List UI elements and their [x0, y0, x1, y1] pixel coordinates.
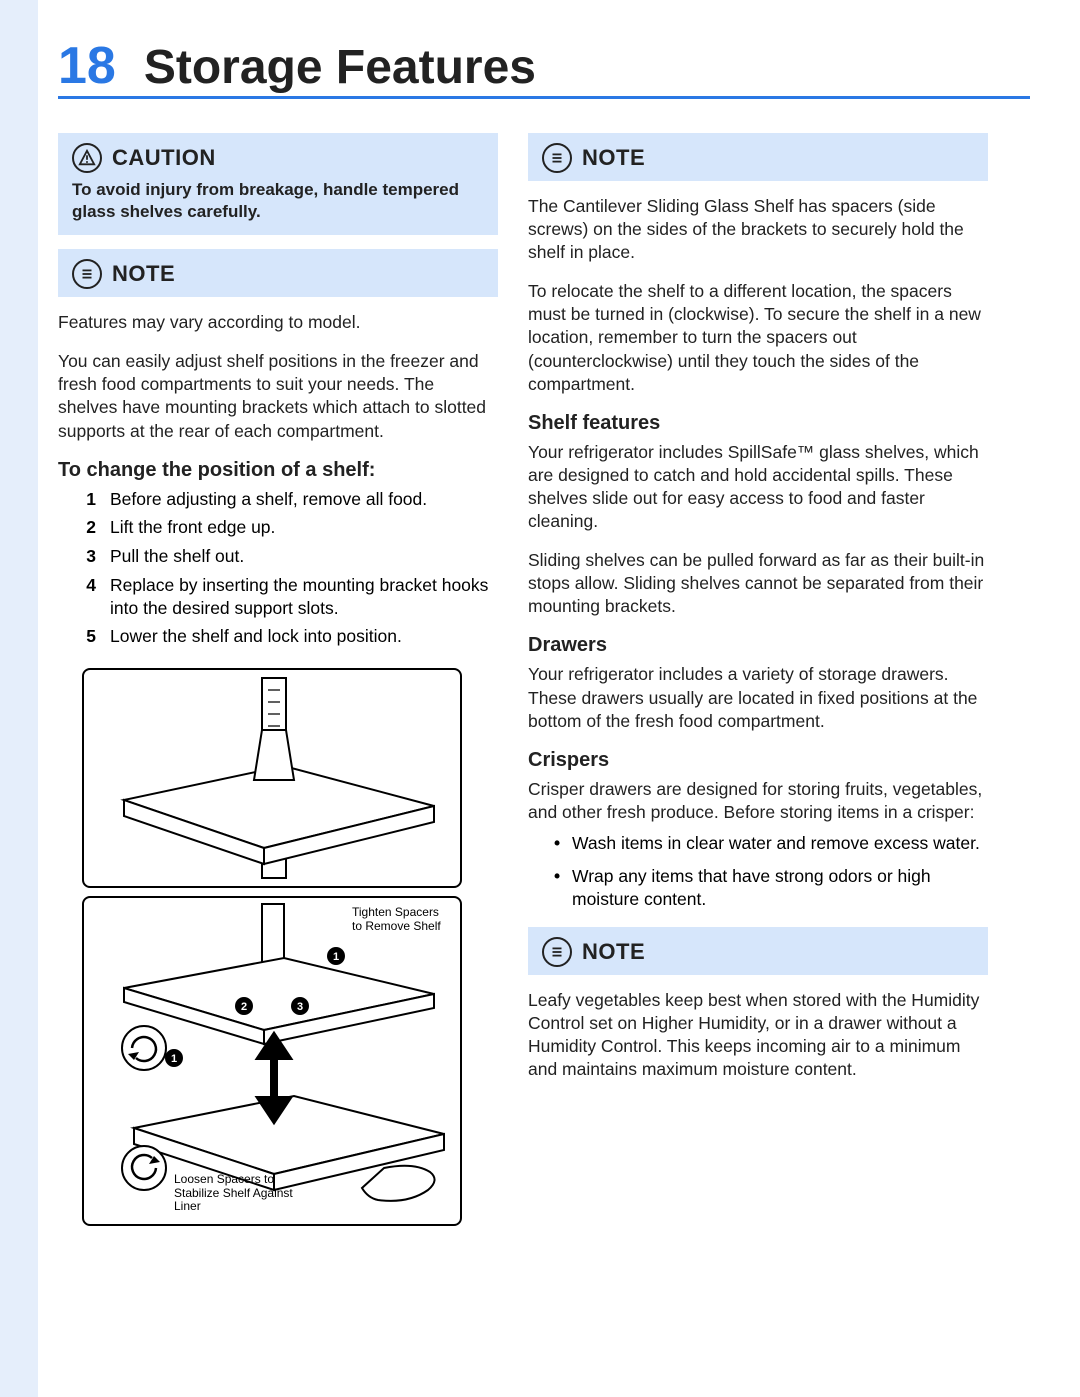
intro-paragraph: You can easily adjust shelf positions in…	[58, 350, 498, 442]
crispers-bullets: Wash items in clear water and remove exc…	[528, 832, 988, 911]
page-content: 18 Storage Features CAUTION To avoid inj…	[38, 0, 1080, 1266]
step-text: Replace by inserting the mounting bracke…	[110, 574, 498, 620]
shelf-paragraph-1: Your refrigerator includes SpillSafe™ gl…	[528, 441, 988, 533]
shelf-figure: 1 2 3 1 Tighten Spacers to Remove Shelf …	[82, 668, 462, 1226]
caution-heading: CAUTION	[72, 143, 484, 173]
change-position-heading: To change the position of a shelf:	[58, 459, 498, 482]
caution-callout: CAUTION To avoid injury from breakage, h…	[58, 133, 498, 235]
caution-label: CAUTION	[112, 145, 216, 171]
caution-icon	[72, 143, 102, 173]
bullet-item: Wrap any items that have strong odors or…	[554, 865, 988, 911]
note2-heading: NOTE	[542, 143, 974, 173]
svg-text:3: 3	[297, 1001, 303, 1013]
step-item: 2Lift the front edge up.	[82, 516, 498, 539]
crispers-heading: Crispers	[528, 749, 988, 772]
steps-list: 1Before adjusting a shelf, remove all fo…	[58, 488, 498, 649]
step-text: Before adjusting a shelf, remove all foo…	[110, 488, 427, 511]
note-icon	[542, 937, 572, 967]
figure-label-top: Tighten Spacers to Remove Shelf	[352, 906, 452, 934]
note-callout-2: NOTE	[528, 133, 988, 181]
note-callout-3: NOTE	[528, 927, 988, 975]
two-column-layout: CAUTION To avoid injury from breakage, h…	[58, 133, 1030, 1226]
step-text: Pull the shelf out.	[110, 545, 244, 568]
page-title: Storage Features	[144, 44, 536, 92]
drawers-heading: Drawers	[528, 634, 988, 657]
shelf-features-heading: Shelf features	[528, 412, 988, 435]
shelf-paragraph-2: Sliding shelves can be pulled forward as…	[528, 549, 988, 618]
note3-label: NOTE	[582, 939, 645, 965]
step-text: Lower the shelf and lock into position.	[110, 625, 402, 648]
note-icon	[542, 143, 572, 173]
note1-body: Features may vary according to model.	[58, 311, 498, 334]
left-column: CAUTION To avoid injury from breakage, h…	[58, 133, 498, 1226]
note2-paragraph-1: The Cantilever Sliding Glass Shelf has s…	[528, 195, 988, 264]
step-item: 1Before adjusting a shelf, remove all fo…	[82, 488, 498, 511]
figure-panel-top	[82, 668, 462, 888]
svg-text:1: 1	[333, 951, 339, 963]
step-item: 4Replace by inserting the mounting brack…	[82, 574, 498, 620]
note3-body: Leafy vegetables keep best when stored w…	[528, 989, 988, 1081]
bullet-item: Wash items in clear water and remove exc…	[554, 832, 988, 855]
note3-heading: NOTE	[542, 937, 974, 967]
svg-text:1: 1	[171, 1053, 177, 1065]
svg-text:2: 2	[241, 1001, 247, 1013]
note2-label: NOTE	[582, 145, 645, 171]
crispers-paragraph: Crisper drawers are designed for storing…	[528, 778, 988, 824]
page-number: 18	[58, 40, 116, 92]
note1-heading: NOTE	[72, 259, 484, 289]
drawers-paragraph: Your refrigerator includes a variety of …	[528, 663, 988, 732]
page-header: 18 Storage Features	[58, 40, 1030, 99]
step-item: 5Lower the shelf and lock into position.	[82, 625, 498, 648]
step-item: 3Pull the shelf out.	[82, 545, 498, 568]
note-callout-1: NOTE	[58, 249, 498, 297]
note1-label: NOTE	[112, 261, 175, 287]
right-column: NOTE The Cantilever Sliding Glass Shelf …	[528, 133, 988, 1226]
caution-body: To avoid injury from breakage, handle te…	[72, 179, 484, 223]
left-sidebar-stripe	[0, 0, 38, 1397]
figure-label-bottom: Loosen Spacers to Stabilize Shelf Agains…	[174, 1173, 294, 1214]
step-text: Lift the front edge up.	[110, 516, 275, 539]
note-icon	[72, 259, 102, 289]
figure-panel-bottom: 1 2 3 1 Tighten Spacers to Remove Shelf …	[82, 896, 462, 1226]
note2-paragraph-2: To relocate the shelf to a different loc…	[528, 280, 988, 395]
